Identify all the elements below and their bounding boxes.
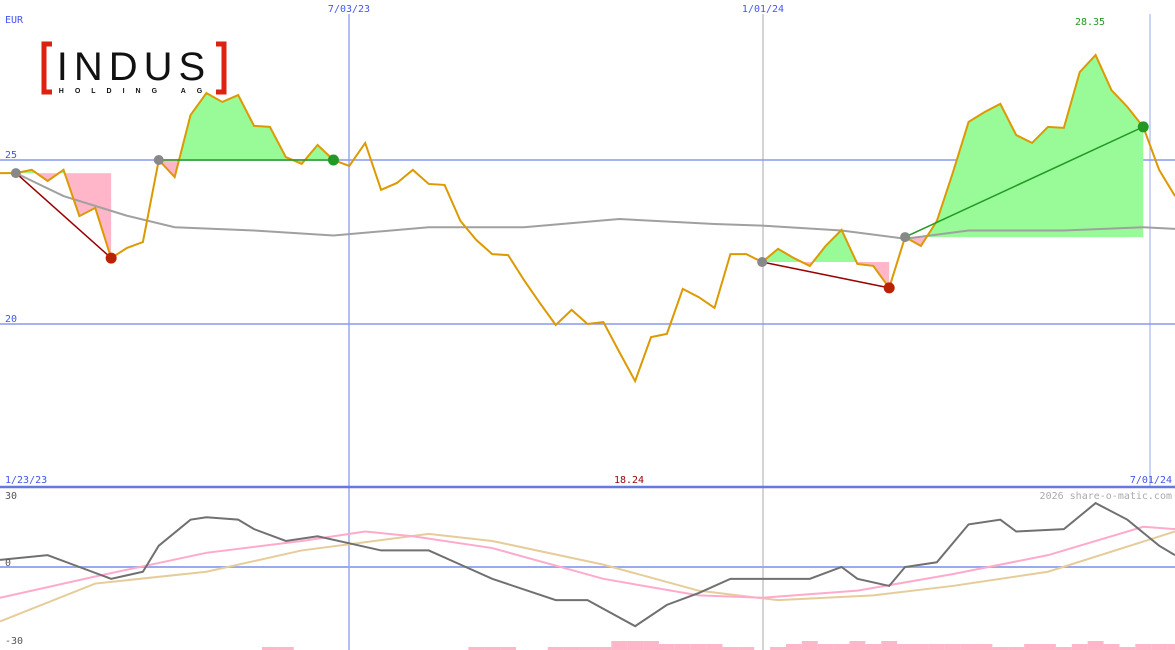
- signal-exit-loss-marker: [105, 252, 117, 264]
- signal-exit-gain-marker: [1137, 121, 1149, 133]
- indicator-bar: [801, 641, 818, 650]
- y-tick: 25: [5, 150, 17, 161]
- osc-y-tick: -30: [5, 636, 23, 647]
- indicator-bar: [833, 644, 850, 650]
- indicator-bar: [1071, 644, 1088, 650]
- gain-area: [762, 229, 890, 263]
- logo-name: INDUS: [57, 45, 211, 89]
- indicator-bars: [261, 641, 1175, 650]
- copyright: 2026 share-o-matic.com: [1040, 491, 1172, 502]
- indicator-bar: [643, 641, 659, 650]
- loss-area: [15, 173, 112, 259]
- indicator-bar: [881, 641, 898, 650]
- x-tick-bottom: 1/23/23: [5, 475, 47, 486]
- indicator-bar: [261, 647, 278, 650]
- indicator-line: [0, 501, 1175, 628]
- gain-area: [158, 93, 334, 160]
- signal-entry-marker: [10, 168, 21, 179]
- indicator-bar: [738, 647, 755, 650]
- signal-entry-marker: [900, 232, 911, 243]
- indicator-bar: [865, 644, 882, 650]
- indicator-bar: [1135, 644, 1152, 650]
- indicator-bar: [468, 647, 485, 650]
- indicator-line: [0, 525, 1175, 599]
- signal-line: [762, 261, 890, 289]
- x-tick-top: 1/01/24: [742, 4, 784, 15]
- indicator-bar: [595, 647, 612, 650]
- logo-tagline: HOLDING AG: [59, 88, 213, 95]
- signal-line: [15, 172, 112, 259]
- loss-area: [158, 160, 334, 178]
- indicator-bar: [563, 647, 580, 650]
- min-label: 18.24: [614, 475, 644, 486]
- indicator-bar: [1055, 647, 1072, 650]
- indicator-bar: [785, 644, 802, 650]
- indicator-bar: [706, 644, 723, 650]
- signal-entry-marker: [153, 155, 164, 165]
- currency-label: EUR: [5, 15, 24, 26]
- indicator-bar: [1024, 644, 1041, 650]
- indicator-bar: [944, 644, 961, 650]
- y-tick: 20: [5, 314, 17, 325]
- indicator-bar: [674, 644, 691, 650]
- indicator-bar: [849, 641, 866, 650]
- max-label: 28.35: [1075, 17, 1105, 28]
- osc-y-tick: 0: [5, 558, 11, 569]
- x-tick-bottom: 7/01/24: [1130, 475, 1172, 486]
- signal-exit-loss-marker: [883, 282, 895, 294]
- indicator-bar: [1103, 644, 1120, 650]
- indicator-bar: [897, 644, 914, 650]
- gain-area: [905, 55, 1144, 238]
- indicator-lines: [0, 501, 1175, 628]
- indicator-bar: [1040, 644, 1056, 650]
- logo: INDUS HOLDING AG: [41, 41, 227, 95]
- osc-y-tick: 30: [5, 491, 17, 502]
- indicator-bar: [627, 641, 644, 650]
- indicator-bar: [817, 644, 834, 650]
- indicator-bar: [992, 647, 1009, 650]
- indicator-bar: [484, 647, 501, 650]
- indicator-bar: [976, 644, 993, 650]
- x-tick-top: 7/03/23: [328, 4, 370, 15]
- signal-entry-marker: [757, 257, 768, 268]
- indicator-bar: [611, 641, 628, 650]
- indicator-bar: [928, 644, 945, 650]
- signal-markers: [10, 121, 1149, 294]
- signal-exit-gain-marker: [327, 154, 339, 166]
- indicator-bar: [1087, 641, 1104, 650]
- loss-area: [762, 262, 890, 288]
- indicator-bar: [1151, 644, 1168, 650]
- indicator-bar: [1008, 647, 1025, 650]
- indicator-bar: [1119, 647, 1136, 650]
- indicator-bar: [1167, 644, 1175, 650]
- indicator-bar: [770, 647, 786, 650]
- indicator-bar: [913, 644, 929, 650]
- indicator-bar: [277, 647, 294, 650]
- price-lines: [0, 53, 1175, 384]
- indicator-bar: [658, 644, 675, 650]
- indicator-line: [0, 530, 1175, 623]
- moving-average-line: [15, 172, 1175, 240]
- indicator-bar: [722, 647, 739, 650]
- indicator-bar: [547, 647, 564, 650]
- indicator-bar: [579, 647, 596, 650]
- signal-line: [904, 126, 1144, 238]
- price-line: [0, 53, 1175, 384]
- indicator-bar: [960, 644, 977, 650]
- indicator-bar: [690, 644, 707, 650]
- indicator-bar: [500, 647, 517, 650]
